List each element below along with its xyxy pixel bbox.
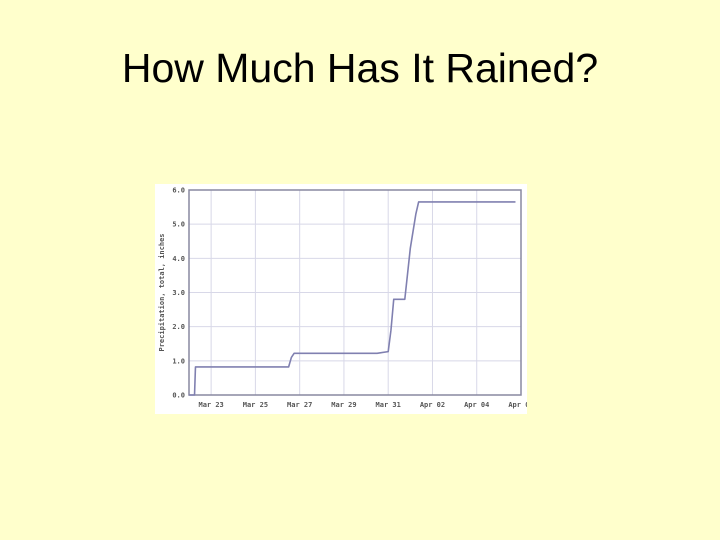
x-tick-label: Mar 25	[243, 401, 268, 409]
y-tick-label: 2.0	[172, 323, 185, 331]
y-tick-label: 4.0	[172, 255, 185, 263]
y-tick-label: 6.0	[172, 187, 185, 195]
x-tick-label: Mar 31	[376, 401, 401, 409]
x-tick-label: Mar 23	[198, 401, 223, 409]
y-axis-label: Precipitation, total, inches	[158, 233, 166, 351]
x-tick-label: Mar 27	[287, 401, 312, 409]
x-tick-labels: Mar 23 Mar 25 Mar 27 Mar 29 Mar 31 Apr 02 Apr …	[198, 401, 527, 409]
y-tick-label: 0.0	[172, 392, 185, 400]
slide-title: How Much Has It Rained?	[121, 45, 599, 91]
x-tick-label: Apr 04	[464, 401, 489, 409]
y-tick-label: 1.0	[172, 357, 185, 365]
x-tick-label: Apr 06	[508, 401, 527, 409]
chart-svg: 0.0 1.0 2.0 3.0 4.0 5.0 6.0 Mar 23 Mar 25 Mar 27…	[158, 187, 527, 410]
y-tick-labels: 0.0 1.0 2.0 3.0 4.0 5.0 6.0	[172, 187, 185, 400]
x-tick-label: Mar 29	[331, 401, 356, 409]
x-tick-label: Apr 02	[420, 401, 445, 409]
y-tick-label: 3.0	[172, 289, 185, 297]
precipitation-series-line	[189, 201, 516, 396]
y-tick-label: 5.0	[172, 221, 185, 229]
precipitation-chart: 0.0 1.0 2.0 3.0 4.0 5.0 6.0 Mar 23 Mar 25 Mar 27…	[155, 184, 527, 414]
plot-border	[188, 189, 522, 396]
